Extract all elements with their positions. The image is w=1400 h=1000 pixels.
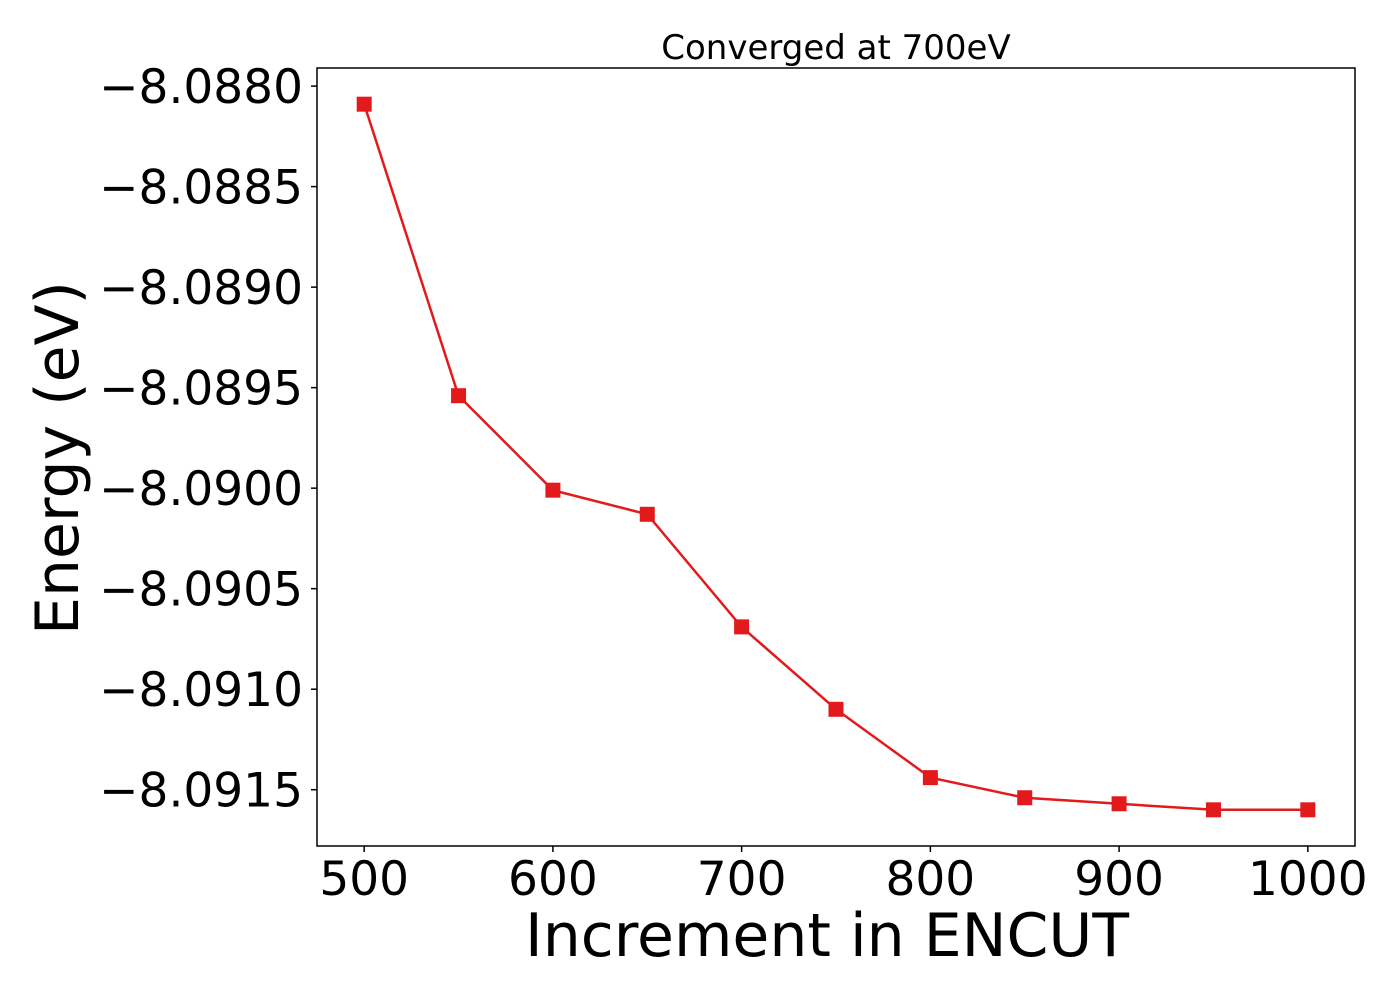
energy-point-marker xyxy=(828,701,844,717)
y-tick-label: −8.0910 xyxy=(99,663,303,718)
series-layer xyxy=(356,96,1316,818)
x-axis-label: Increment in ENCUT xyxy=(525,901,1129,971)
energy-point-marker xyxy=(1111,796,1127,812)
y-axis-label: Energy (eV) xyxy=(23,281,93,635)
y-tick-label: −8.0905 xyxy=(99,563,303,618)
y-tick-label: −8.0885 xyxy=(99,161,303,216)
energy-point-marker xyxy=(1205,802,1221,818)
y-tick-label: −8.0880 xyxy=(99,60,303,115)
energy-point-marker xyxy=(356,96,372,112)
energy-point-marker xyxy=(1017,790,1033,806)
plot-frame xyxy=(316,67,1356,847)
y-axis-ticks: −8.0880 −8.0885 −8.0890 −8.0895 −8.0900 −8.09… xyxy=(99,60,317,819)
x-tick-label: 1000 xyxy=(1248,852,1368,907)
chart-title: Converged at 700eV xyxy=(661,28,1010,68)
energy-point-marker xyxy=(545,482,561,498)
x-tick-label: 800 xyxy=(886,852,976,907)
x-tick-label: 500 xyxy=(319,852,409,907)
y-tick-label: −8.0890 xyxy=(99,261,303,316)
y-tick-label: −8.0900 xyxy=(99,462,303,517)
x-tick-label: 700 xyxy=(697,852,787,907)
energy-point-marker xyxy=(451,388,467,404)
energy-point-marker xyxy=(734,619,750,635)
x-axis-ticks: 500 600 700 800 900 1000 xyxy=(319,846,1368,907)
x-tick-label: 600 xyxy=(508,852,598,907)
x-tick-label: 900 xyxy=(1074,852,1164,907)
energy-point-marker xyxy=(1300,802,1316,818)
energy-point-marker xyxy=(639,506,655,522)
energy-point-marker xyxy=(922,770,938,786)
y-tick-label: −8.0895 xyxy=(99,362,303,417)
y-tick-label: −8.0915 xyxy=(99,764,303,819)
